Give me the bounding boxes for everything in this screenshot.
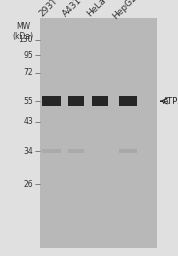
- Text: 72: 72: [23, 68, 33, 78]
- Text: 34: 34: [23, 146, 33, 156]
- Text: 130: 130: [19, 35, 33, 44]
- FancyBboxPatch shape: [42, 96, 61, 106]
- FancyBboxPatch shape: [40, 18, 157, 248]
- Text: 95: 95: [23, 50, 33, 60]
- Text: 55: 55: [23, 97, 33, 106]
- Text: MW
(kDa): MW (kDa): [13, 22, 34, 41]
- Text: HeLa: HeLa: [85, 0, 108, 18]
- Text: ATP5A1: ATP5A1: [163, 97, 178, 106]
- Text: 43: 43: [23, 117, 33, 126]
- FancyBboxPatch shape: [119, 96, 137, 106]
- FancyBboxPatch shape: [42, 149, 61, 153]
- FancyBboxPatch shape: [92, 96, 108, 106]
- FancyBboxPatch shape: [119, 149, 137, 153]
- FancyBboxPatch shape: [68, 96, 84, 106]
- Text: 26: 26: [23, 180, 33, 189]
- Text: HepG2: HepG2: [111, 0, 139, 21]
- FancyBboxPatch shape: [68, 149, 84, 153]
- Text: 293T: 293T: [37, 0, 60, 18]
- Text: A431: A431: [61, 0, 84, 18]
